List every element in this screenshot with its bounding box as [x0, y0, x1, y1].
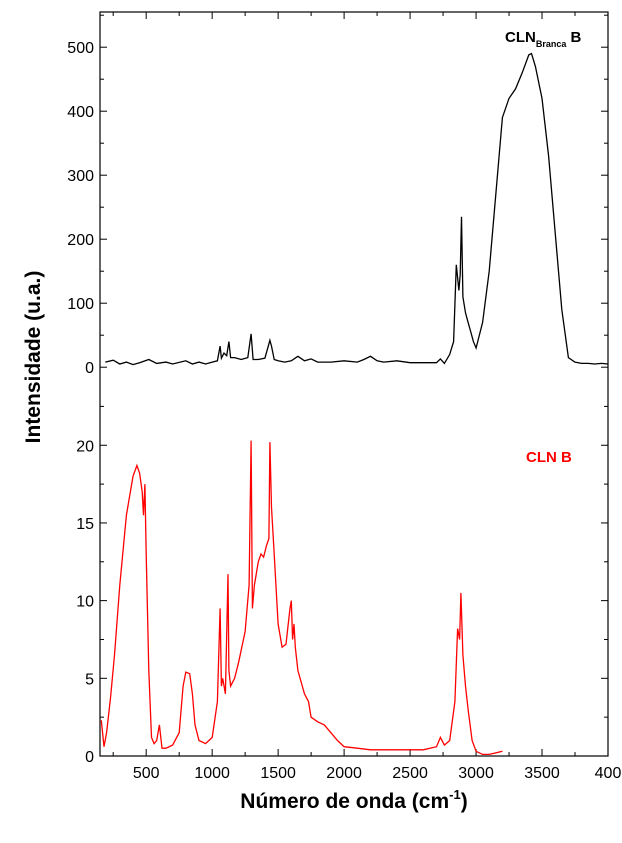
legend-cln-branca-b: CLNBranca B	[505, 29, 582, 49]
y-axis-title: Intensidade (u.a.)	[22, 271, 45, 444]
y-tick-label: 20	[76, 438, 94, 455]
y-tick-label: 100	[67, 296, 94, 313]
x-tick-label: 3500	[524, 765, 560, 782]
y-tick-label: 0	[85, 360, 94, 377]
series-cln-b-line	[100, 440, 503, 756]
y-tick-label: 500	[67, 40, 94, 57]
x-tick-label: 400	[595, 765, 622, 782]
y-tick-label: 0	[85, 749, 94, 766]
x-axis-title: Número de onda (cm-1)	[240, 787, 467, 813]
x-tick-label: 2000	[326, 765, 362, 782]
x-tick-label: 2500	[392, 765, 428, 782]
series-cln-branca-b-line	[105, 52, 609, 366]
y-tick-label: 5	[85, 671, 94, 688]
x-axis-title-suffix: )	[461, 790, 468, 813]
legend-cln-branca-b-main: CLN	[505, 29, 536, 46]
y-tick-label: 10	[76, 594, 94, 611]
x-axis-ticks	[112, 12, 609, 756]
legend-cln-branca-b-suffix: B	[566, 29, 581, 46]
y-tick-label: 15	[76, 516, 94, 533]
legend-cln-b: CLN B	[526, 449, 572, 466]
y-tick-label: 200	[67, 232, 94, 249]
y-axis-ticks-bottom: 0 5 10 15 20	[76, 405, 608, 766]
x-axis-tick-labels: 500 1000 1500 2000 2500 3000 3500 400	[133, 765, 622, 782]
legend-cln-branca-b-sub: Branca	[536, 39, 568, 49]
x-tick-label: 3000	[458, 765, 494, 782]
x-tick-label: 1500	[260, 765, 296, 782]
y-axis-ticks-top: 0 100 200 300 400 500	[67, 14, 608, 377]
x-axis-title-superscript: -1	[449, 787, 461, 802]
y-tick-label: 400	[67, 104, 94, 121]
x-tick-label: 1000	[194, 765, 230, 782]
y-tick-label: 300	[67, 168, 94, 185]
plot-frame	[99, 11, 609, 757]
x-axis-title-main: Número de onda (cm	[240, 790, 449, 813]
x-tick-label: 500	[133, 765, 160, 782]
